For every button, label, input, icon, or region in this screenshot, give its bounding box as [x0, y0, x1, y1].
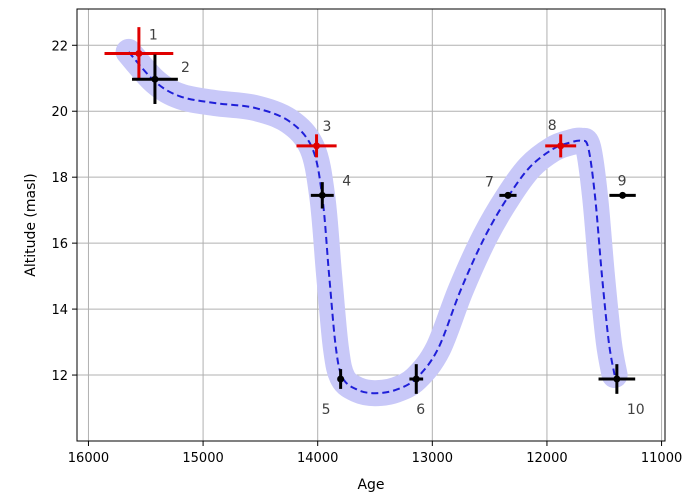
x-tick-label: 16000 — [68, 451, 109, 466]
data-point-10: 10 — [598, 364, 645, 418]
data-point-7: 7 — [485, 174, 517, 199]
x-tick-label: 14000 — [297, 451, 338, 466]
x-tick-label: 11000 — [641, 451, 682, 466]
y-tick-label: 16 — [51, 237, 68, 252]
point-label: 8 — [548, 118, 557, 134]
point-marker — [337, 375, 345, 383]
x-tick-label: 15000 — [182, 451, 223, 466]
y-tick-label: 18 — [51, 171, 68, 186]
x-tick-label: 13000 — [412, 451, 453, 466]
point-marker — [557, 142, 565, 150]
data-point-9: 9 — [609, 173, 636, 199]
data-point-1: 1 — [104, 27, 174, 80]
point-marker — [504, 191, 512, 199]
x-axis: 16000 15000 14000 13000 12000 11000 — [68, 441, 682, 466]
data-point-3: 3 — [296, 119, 337, 158]
data-point-6: 6 — [409, 364, 425, 418]
y-tick-label: 12 — [51, 369, 68, 384]
y-axis-label: Altitude (masl) — [23, 173, 39, 276]
fit-curve-path — [127, 51, 616, 395]
data-point-4: 4 — [310, 173, 351, 209]
uncertainty-band — [115, 38, 628, 407]
data-point-8: 8 — [545, 118, 577, 158]
point-label: 10 — [627, 402, 645, 418]
y-tick-label: 14 — [51, 303, 68, 318]
data-point-2: 2 — [132, 54, 190, 104]
grid — [77, 9, 665, 441]
x-tick-label: 12000 — [526, 451, 567, 466]
y-axis: 12 14 16 18 20 22 — [51, 39, 77, 384]
point-label: 2 — [181, 60, 190, 76]
point-label: 6 — [416, 402, 425, 418]
data-points: 1 2 3 4 5 6 7 8 9 10 — [104, 27, 645, 418]
point-marker — [135, 50, 143, 58]
plot-frame — [76, 8, 666, 442]
point-label: 1 — [149, 28, 158, 44]
y-tick-label: 20 — [51, 105, 68, 120]
point-marker — [412, 375, 420, 383]
point-marker — [151, 75, 159, 83]
y-tick-label: 22 — [51, 39, 68, 54]
point-label: 7 — [485, 174, 494, 190]
x-axis-label: Age — [357, 477, 384, 493]
point-marker — [313, 142, 321, 150]
point-label: 4 — [342, 173, 351, 189]
point-marker — [613, 375, 621, 383]
fit-curve — [127, 51, 616, 395]
point-label: 9 — [618, 173, 627, 189]
point-label: 3 — [323, 119, 332, 135]
point-marker — [619, 191, 627, 199]
point-label: 5 — [322, 402, 331, 418]
data-point-5: 5 — [322, 369, 345, 418]
point-marker — [318, 191, 326, 199]
uncertainty-band-path — [115, 38, 628, 407]
